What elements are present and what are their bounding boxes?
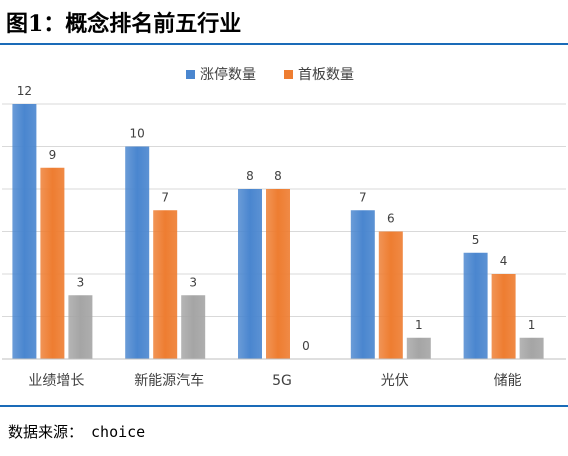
chart-title: 图1：概念排名前五行业 bbox=[6, 11, 242, 37]
footer-divider bbox=[0, 405, 568, 407]
data-label: 8 bbox=[246, 169, 254, 183]
bar bbox=[350, 210, 375, 359]
data-label: 6 bbox=[387, 212, 395, 226]
bar bbox=[125, 146, 150, 359]
data-label: 8 bbox=[274, 169, 282, 183]
data-label: 0 bbox=[302, 339, 310, 353]
bar bbox=[68, 295, 93, 359]
chart-svg: 12 9 3 业绩增长 10 7 3 新能源汽车 8 8 0 5G 7 6 1 光伏 5 4 1 储能 涨停数量 首板数量 bbox=[2, 66, 566, 389]
bar bbox=[406, 337, 431, 359]
legend-swatch bbox=[284, 70, 293, 79]
data-label: 7 bbox=[359, 190, 367, 204]
bar bbox=[12, 104, 37, 359]
data-label: 4 bbox=[500, 254, 508, 268]
bar-chart: 12 9 3 业绩增长 10 7 3 新能源汽车 8 8 0 5G 7 6 1 光伏 5 4 1 储能 涨停数量 首板数量 bbox=[0, 45, 568, 405]
title-divider bbox=[0, 43, 568, 45]
source-label: 数据来源： bbox=[8, 423, 84, 441]
data-label: 7 bbox=[161, 190, 169, 204]
bar bbox=[463, 252, 488, 359]
bar bbox=[40, 167, 65, 359]
category-label: 5G bbox=[272, 373, 292, 389]
data-label: 12 bbox=[17, 84, 32, 98]
bar bbox=[238, 189, 262, 359]
legend-swatch bbox=[186, 70, 195, 79]
data-source: 数据来源： choice bbox=[8, 421, 145, 443]
bar bbox=[181, 295, 206, 359]
category-label: 光伏 bbox=[381, 373, 409, 389]
data-label: 10 bbox=[130, 127, 145, 141]
bar bbox=[153, 210, 178, 359]
data-label: 3 bbox=[189, 275, 197, 289]
data-label: 3 bbox=[77, 275, 85, 289]
data-label: 1 bbox=[528, 318, 536, 332]
legend-label: 涨停数量 bbox=[200, 66, 256, 83]
bar bbox=[519, 337, 544, 359]
bar bbox=[266, 189, 290, 359]
data-label: 5 bbox=[472, 233, 480, 247]
data-label: 9 bbox=[49, 148, 57, 162]
source-value: choice bbox=[91, 423, 146, 441]
bar bbox=[378, 231, 403, 359]
data-label: 1 bbox=[415, 318, 423, 332]
category-label: 储能 bbox=[494, 373, 522, 389]
bar bbox=[491, 274, 516, 359]
category-label: 新能源汽车 bbox=[134, 372, 204, 389]
legend-label: 首板数量 bbox=[298, 67, 354, 83]
category-label: 业绩增长 bbox=[28, 373, 84, 389]
